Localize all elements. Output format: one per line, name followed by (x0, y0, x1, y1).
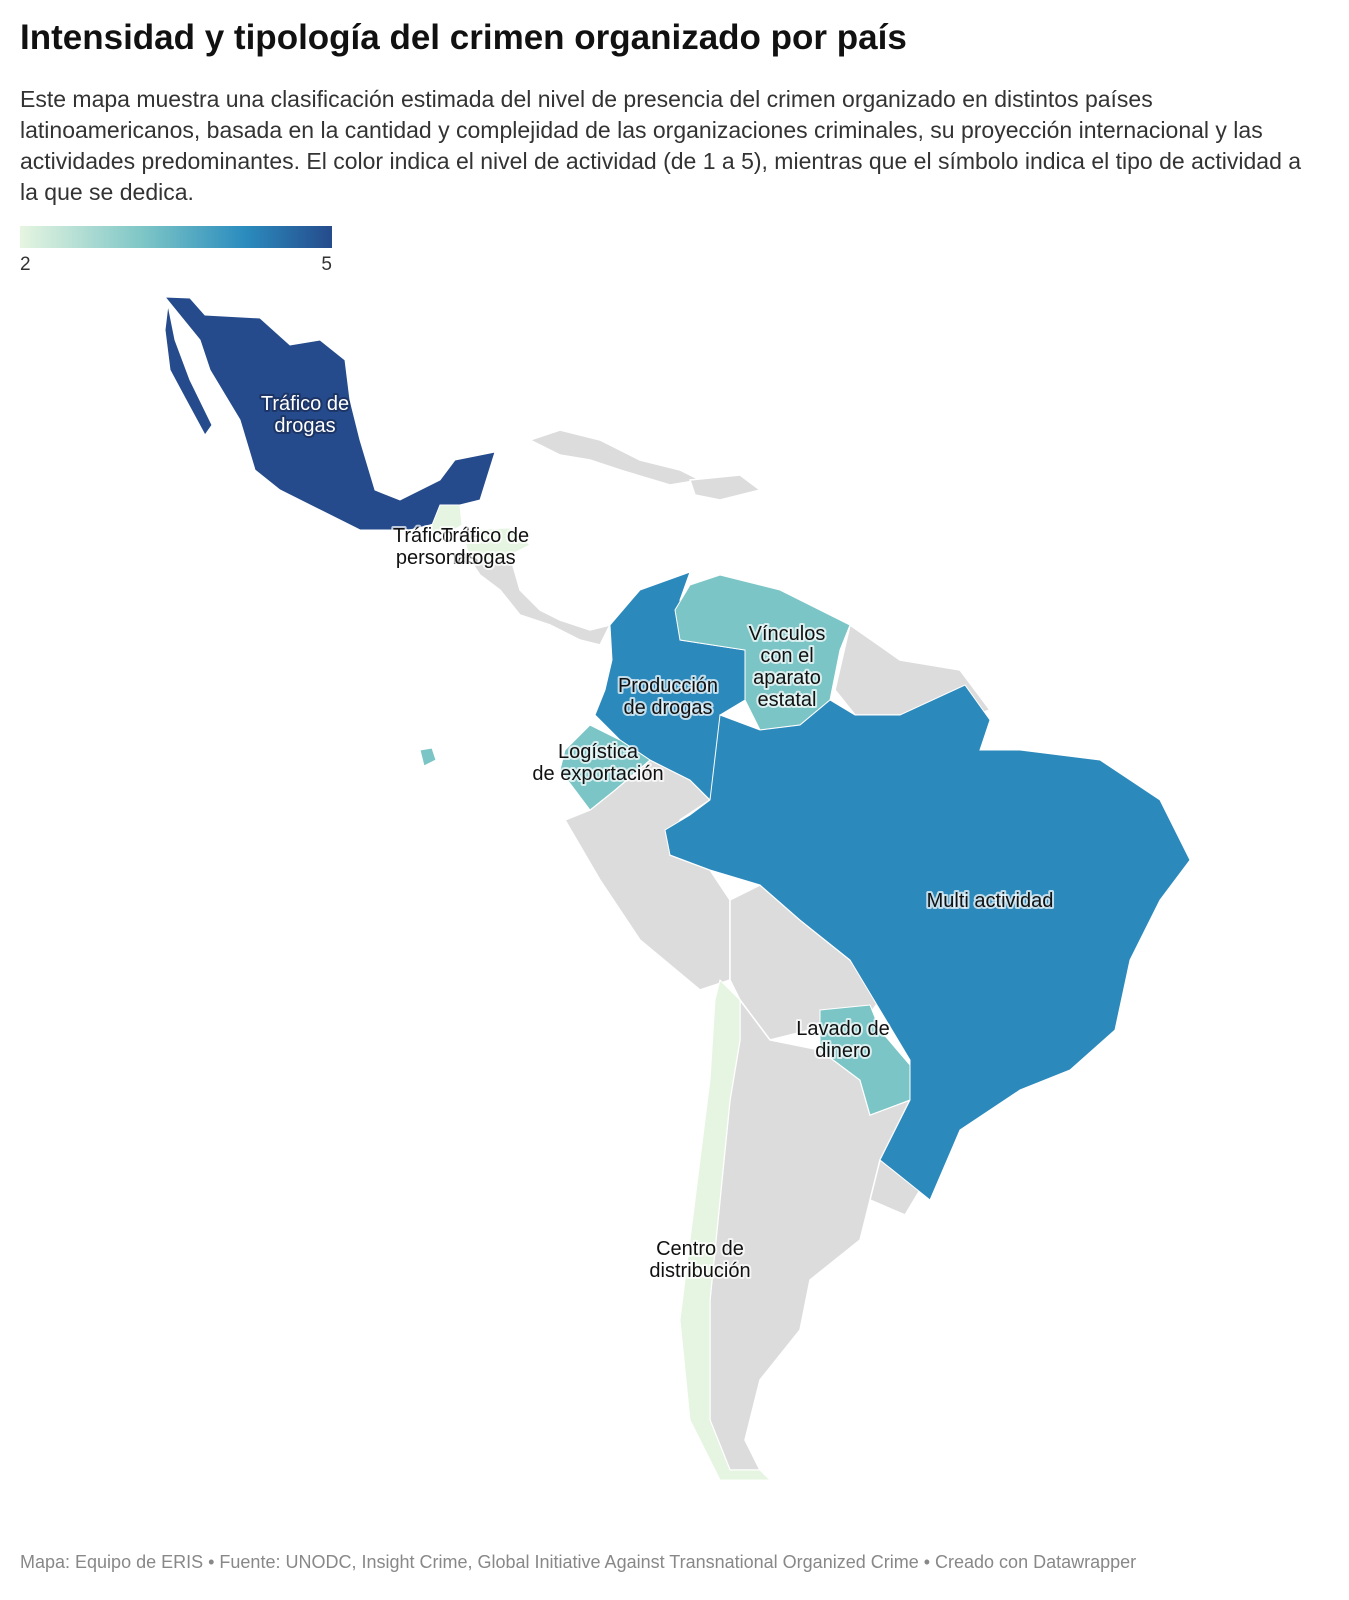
region-label: Producción (618, 675, 718, 697)
region (419, 724, 651, 811)
region-label: estatal (758, 689, 817, 711)
region-label: Logística (558, 741, 639, 763)
region (163, 296, 496, 531)
legend-gradient (20, 226, 332, 248)
region (819, 1004, 911, 1116)
country (528, 429, 703, 486)
region-label: distribución (649, 1260, 750, 1282)
region-label: dinero (815, 1040, 871, 1062)
region (461, 527, 531, 561)
region-label: aparato (753, 667, 821, 689)
region-label: personas (396, 547, 478, 569)
region-label: de exportación (532, 763, 663, 785)
region-label: Vínculos (749, 623, 826, 645)
region-label: Tráfico de (441, 525, 529, 547)
region-label: Tráfico de (261, 393, 349, 415)
country (688, 474, 762, 501)
title: Intensidad y tipología del crimen organi… (20, 18, 907, 57)
description: Este mapa muestra una clasificación esti… (20, 86, 1302, 205)
legend-min: 2 (20, 254, 31, 275)
region (429, 504, 463, 536)
country (468, 554, 612, 646)
region-label: Multi actividad (927, 890, 1054, 912)
region-label: drogas (274, 415, 335, 437)
region (664, 684, 1191, 1201)
footer: Mapa: Equipo de ERIS • Fuente: UNODC, In… (20, 1552, 1137, 1572)
region-label: de drogas (624, 697, 713, 719)
region-label: Centro de (656, 1238, 744, 1260)
legend-max: 5 (321, 254, 332, 275)
region-label: con el (760, 645, 813, 667)
regions (163, 296, 1191, 1481)
region-label: drogas (454, 547, 515, 569)
region-label: Tráfico de (393, 525, 481, 547)
region (679, 979, 772, 1481)
region-label: Lavado de (796, 1018, 889, 1040)
legend: 2 5 (20, 226, 332, 275)
